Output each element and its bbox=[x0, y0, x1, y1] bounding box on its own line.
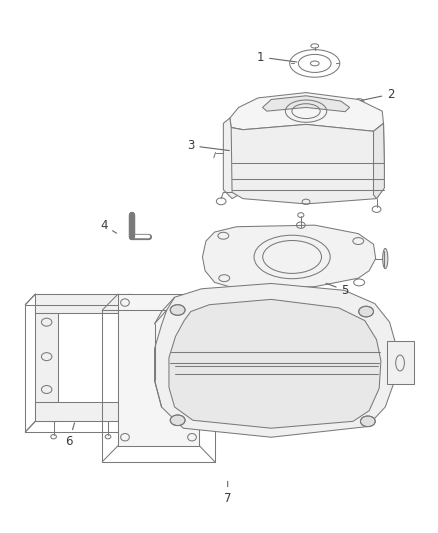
Polygon shape bbox=[35, 294, 58, 421]
Bar bbox=[60, 406, 109, 416]
Polygon shape bbox=[231, 123, 385, 204]
Text: 1: 1 bbox=[257, 51, 297, 63]
Text: 3: 3 bbox=[187, 139, 230, 152]
Polygon shape bbox=[223, 118, 243, 199]
Polygon shape bbox=[202, 225, 376, 289]
Ellipse shape bbox=[359, 306, 374, 317]
Text: 2: 2 bbox=[361, 87, 395, 101]
Ellipse shape bbox=[383, 248, 388, 269]
Polygon shape bbox=[35, 402, 130, 421]
Text: 6: 6 bbox=[65, 423, 74, 448]
Polygon shape bbox=[387, 341, 414, 384]
Ellipse shape bbox=[170, 415, 185, 425]
Polygon shape bbox=[155, 284, 396, 437]
Polygon shape bbox=[374, 123, 385, 199]
Text: 7: 7 bbox=[224, 481, 231, 505]
Polygon shape bbox=[118, 294, 199, 446]
Bar bbox=[60, 297, 109, 308]
Text: 5: 5 bbox=[326, 284, 349, 297]
Polygon shape bbox=[169, 300, 381, 428]
Polygon shape bbox=[262, 96, 350, 112]
Ellipse shape bbox=[360, 416, 375, 426]
Polygon shape bbox=[35, 294, 130, 313]
Ellipse shape bbox=[170, 305, 185, 316]
Text: 4: 4 bbox=[100, 219, 117, 233]
Polygon shape bbox=[230, 93, 384, 131]
Bar bbox=[133, 320, 184, 420]
